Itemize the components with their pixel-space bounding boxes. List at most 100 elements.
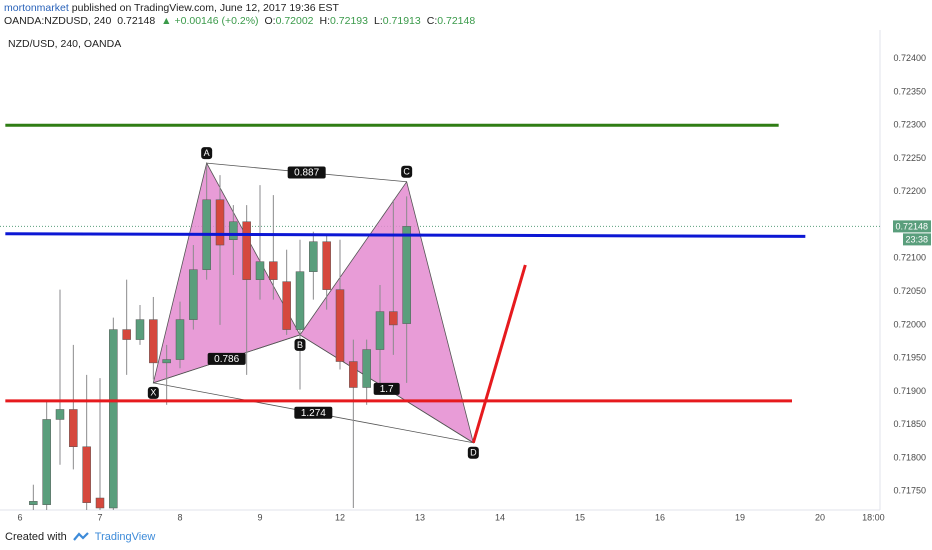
point-box <box>201 147 213 160</box>
x-tick-label: 13 <box>415 512 425 522</box>
x-tick-label: 18:00 <box>862 512 885 522</box>
ohlc-item: L:0.71913 <box>374 15 424 27</box>
candle-body <box>109 329 118 509</box>
candle-body <box>255 261 265 280</box>
y-tick-label: 0.71800 <box>893 452 926 462</box>
last-price-box <box>893 220 931 233</box>
ratio-label: 1.274 <box>301 408 326 419</box>
candle-body <box>349 361 358 388</box>
header-line: mortonmarket published on TradingView.com… <box>4 2 342 14</box>
candle-body <box>122 329 131 340</box>
ohlc-key: L: <box>374 15 383 27</box>
candle-body <box>269 261 278 280</box>
candle-body <box>95 497 105 509</box>
point-label: A <box>204 148 210 158</box>
x-tick-label: 12 <box>335 512 345 522</box>
y-tick-label: 0.71950 <box>893 353 926 363</box>
candle-body <box>175 319 185 360</box>
author[interactable]: mortonmarket <box>4 2 69 14</box>
created-with: Created with <box>5 531 67 543</box>
quote: 0.72148 <box>117 15 156 27</box>
candle-body <box>309 241 318 272</box>
ratio-label: 0.887 <box>294 168 319 179</box>
pattern-triangle <box>152 162 301 384</box>
ratio-box <box>207 352 246 365</box>
candle-body <box>29 501 38 505</box>
candle-body <box>162 359 171 364</box>
y-tick-label: 0.72050 <box>893 286 926 296</box>
y-tick-label: 0.72200 <box>893 186 926 196</box>
countdown-box <box>903 233 931 246</box>
candle-body <box>282 281 291 330</box>
ratio-box <box>294 406 333 419</box>
candle-body <box>242 221 251 280</box>
symbol: OANDA:NZDUSD, 240 <box>4 15 112 27</box>
point-box <box>401 165 413 178</box>
candle-body <box>149 319 158 364</box>
ratio-label: 0.786 <box>214 354 239 365</box>
point-box <box>467 446 479 459</box>
ratio-label: 1.7 <box>380 384 394 395</box>
logo <box>72 532 89 541</box>
x-tick-label: 19 <box>735 512 745 522</box>
point-label: C <box>403 167 410 177</box>
y-tick-label: 0.72400 <box>893 53 926 63</box>
ohlc-value: 0.72002 <box>275 15 314 27</box>
x-tick-label: 16 <box>655 512 665 522</box>
ratio-box <box>287 166 326 179</box>
candle-body <box>295 271 305 330</box>
y-tick-label: 0.71750 <box>893 486 926 496</box>
x-tick-label: 15 <box>575 512 585 522</box>
candle-body <box>335 289 345 362</box>
ohlc-value: 0.71913 <box>382 15 421 27</box>
x-tick-label: 9 <box>257 512 262 522</box>
candle-body <box>375 311 385 350</box>
x-tick-label: 14 <box>495 512 505 522</box>
y-tick-label: 0.72300 <box>893 120 926 130</box>
countdown-label: 23:38 <box>905 234 928 244</box>
candle-body <box>215 199 225 246</box>
point-label: D <box>470 448 477 458</box>
y-tick-label: 0.72000 <box>893 319 926 329</box>
quote-line: OANDA:NZDUSD, 240 0.72148 ▲ +0.00146 (+0… <box>4 15 481 27</box>
candle-body <box>229 221 238 240</box>
candle-body <box>389 311 398 326</box>
brand[interactable]: TradingView <box>94 531 156 543</box>
y-tick-label: 0.72350 <box>893 86 926 96</box>
point-box <box>147 386 159 399</box>
ohlc-item: H:0.72193 <box>320 15 371 27</box>
published: published on TradingView.com, June 12, 2… <box>71 2 339 14</box>
ohlc-key: O: <box>264 15 276 27</box>
last-price-label: 0.72148 <box>895 221 928 231</box>
ohlc-value: 0.72148 <box>437 15 476 27</box>
y-tick-label: 0.72250 <box>893 153 926 163</box>
symbol-label: NZD/USD, 240, OANDA <box>8 38 121 50</box>
drawn-line <box>471 264 527 444</box>
candle-body <box>189 269 198 320</box>
candle-body <box>69 409 78 448</box>
x-tick-label: 8 <box>177 512 182 522</box>
candle-body <box>135 319 145 340</box>
candle-body <box>322 241 331 290</box>
x-tick-label: 20 <box>815 512 825 522</box>
x-tick-label: 7 <box>97 512 102 522</box>
ohlc-value: 0.72193 <box>330 15 368 27</box>
candle-body <box>402 226 411 324</box>
x-tick-label: 6 <box>17 512 22 522</box>
footer: Created with TradingView <box>5 531 155 543</box>
candle-body <box>42 419 51 505</box>
drawn-line <box>5 232 806 238</box>
ohlc-key: H: <box>319 15 331 27</box>
y-tick-label: 0.71900 <box>893 386 926 396</box>
point-label: B <box>297 340 303 350</box>
candle-body <box>55 409 65 420</box>
pattern-triangle <box>299 180 474 444</box>
change: ▲ +0.00146 (+0.2%) <box>161 15 259 27</box>
candle-body <box>362 349 371 388</box>
ohlc-item: O:0.72002 <box>264 15 316 27</box>
point-box <box>294 338 306 351</box>
point-label: X <box>150 388 156 398</box>
y-tick-label: 0.72100 <box>893 253 926 263</box>
